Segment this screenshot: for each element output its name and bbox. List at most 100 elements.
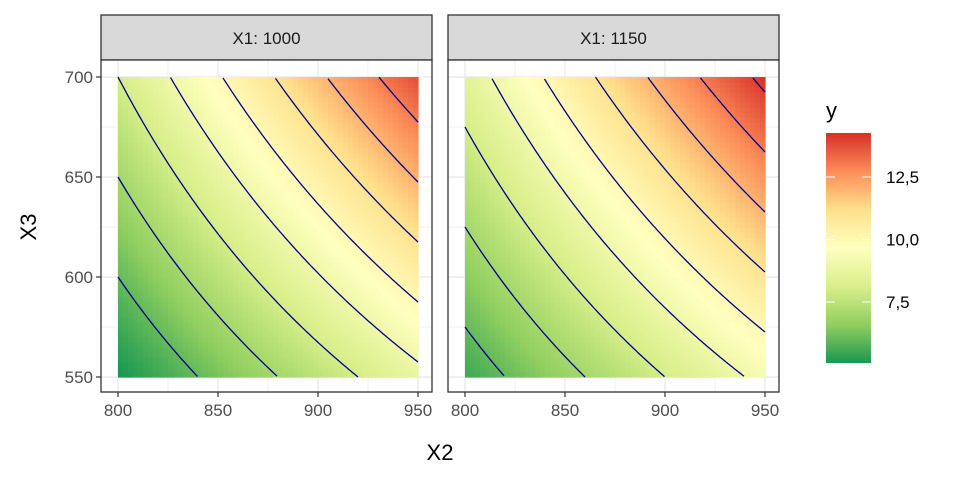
heat-cell <box>545 292 551 298</box>
heat-cell <box>238 232 244 238</box>
heat-cell <box>148 322 154 328</box>
heat-cell <box>540 127 546 133</box>
heat-cell <box>283 302 289 308</box>
heat-cell <box>313 227 319 233</box>
heat-cell <box>238 192 244 198</box>
heat-cell <box>393 272 399 278</box>
heat-cell <box>388 187 394 193</box>
heat-cell <box>183 87 189 93</box>
heat-cell <box>323 332 329 338</box>
heat-cell <box>148 307 154 313</box>
heat-cell <box>545 287 551 293</box>
heat-cell <box>278 337 284 343</box>
heat-cell <box>178 247 184 253</box>
heat-cell <box>338 267 344 273</box>
heat-cell <box>258 137 264 143</box>
heat-cell <box>298 367 304 373</box>
heat-cell <box>510 362 516 368</box>
heat-cell <box>540 222 546 228</box>
heat-cell <box>505 77 511 83</box>
heat-cell <box>510 142 516 148</box>
heat-cell <box>388 232 394 238</box>
heat-cell <box>133 112 139 118</box>
heat-cell <box>158 207 164 213</box>
heat-cell <box>475 372 481 378</box>
heat-cell <box>298 327 304 333</box>
heat-cell <box>358 97 364 103</box>
heat-cell <box>278 152 284 158</box>
heat-cell <box>495 187 501 193</box>
heat-cell <box>555 357 561 363</box>
heat-cell <box>393 212 399 218</box>
heat-cell <box>403 207 409 213</box>
heat-cell <box>148 142 154 148</box>
heat-cell <box>480 92 486 98</box>
heat-cell <box>243 137 249 143</box>
heat-cell <box>560 227 566 233</box>
heat-cell <box>158 302 164 308</box>
heat-cell <box>163 152 169 158</box>
heat-cell <box>253 282 259 288</box>
heat-cell <box>413 282 419 288</box>
heat-cell <box>158 322 164 328</box>
heat-cell <box>158 192 164 198</box>
heat-cell <box>485 212 491 218</box>
heat-cell <box>403 222 409 228</box>
heat-cell <box>575 372 581 378</box>
heat-cell <box>363 372 369 378</box>
heat-cell <box>470 267 476 273</box>
heat-cell <box>118 277 124 283</box>
heat-cell <box>223 127 229 133</box>
heat-cell <box>510 367 516 373</box>
heat-cell <box>413 157 419 163</box>
heat-cell <box>485 142 491 148</box>
heat-cell <box>383 177 389 183</box>
heat-cell <box>188 82 194 88</box>
heat-cell <box>178 87 184 93</box>
heat-cell <box>163 242 169 248</box>
heat-cell <box>540 182 546 188</box>
heat-cell <box>198 372 204 378</box>
heat-cell <box>283 327 289 333</box>
heat-cell <box>338 372 344 378</box>
heat-cell <box>545 222 551 228</box>
heat-cell <box>118 172 124 178</box>
heat-cell <box>510 247 516 253</box>
heat-cell <box>505 277 511 283</box>
heat-cell <box>223 117 229 123</box>
heat-cell <box>333 77 339 83</box>
heat-cell <box>333 222 339 228</box>
heat-cell <box>358 82 364 88</box>
heat-cell <box>388 282 394 288</box>
heat-cell <box>133 307 139 313</box>
heat-cell <box>485 362 491 368</box>
heat-cell <box>540 217 546 223</box>
heat-cell <box>268 117 274 123</box>
heat-cell <box>313 87 319 93</box>
heat-cell <box>560 247 566 253</box>
heat-cell <box>233 257 239 263</box>
heat-cell <box>555 152 561 158</box>
heat-cell <box>223 197 229 203</box>
heat-cell <box>308 227 314 233</box>
heat-cell <box>328 297 334 303</box>
heat-cell <box>143 92 149 98</box>
heat-cell <box>368 127 374 133</box>
heat-cell <box>338 137 344 143</box>
heat-cell <box>565 322 571 328</box>
heat-cell <box>278 357 284 363</box>
heat-cell <box>153 122 159 128</box>
heat-cell <box>293 197 299 203</box>
heat-cell <box>495 352 501 358</box>
heat-cell <box>403 152 409 158</box>
heat-cell <box>540 82 546 88</box>
heat-cell <box>293 282 299 288</box>
heat-cell <box>490 82 496 88</box>
heat-cell <box>485 257 491 263</box>
heat-cell <box>238 182 244 188</box>
heat-cell <box>413 292 419 298</box>
heat-cell <box>163 307 169 313</box>
heat-cell <box>505 132 511 138</box>
heat-cell <box>143 97 149 103</box>
heat-cell <box>283 82 289 88</box>
